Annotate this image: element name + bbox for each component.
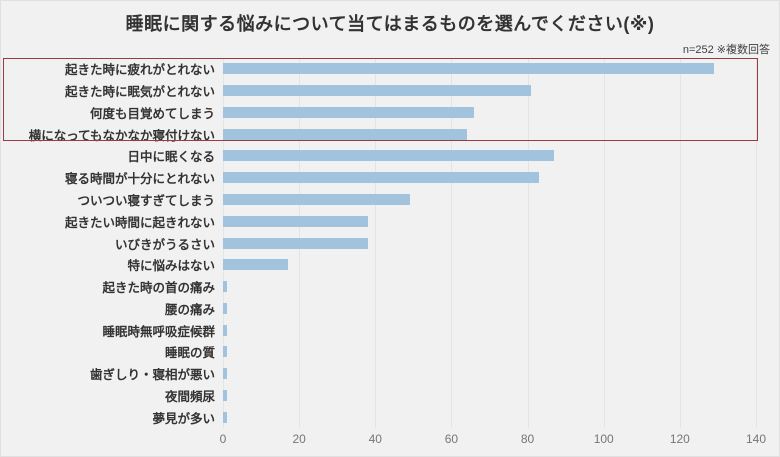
bar-row: 何度も目覚めてしまう (1, 102, 756, 124)
category-label: 夢見が多い (152, 411, 215, 426)
bar (223, 324, 227, 336)
gridline (451, 58, 453, 428)
bar-track (223, 63, 756, 75)
bar-row: ついつい寝すぎてしまう (1, 189, 756, 211)
chart-title: 睡眠に関する悩みについて当てはまるものを選んでください(※) (125, 14, 655, 34)
bar (223, 63, 715, 75)
category-label: 睡眠時無呼吸症候群 (102, 324, 215, 339)
category-label: いびきがうるさい (114, 237, 215, 252)
bar-track (223, 281, 756, 293)
bar (223, 85, 532, 97)
category-label: 起きた時の首の痛み (102, 281, 215, 296)
bar (223, 281, 227, 293)
bar (223, 389, 227, 401)
bar (223, 128, 467, 140)
category-label: ついつい寝すぎてしまう (77, 193, 215, 208)
bar-row: 起きた時の首の痛み (1, 276, 756, 298)
x-tick-label: 20 (292, 432, 306, 446)
bar-row: 起きた時に疲れがとれない (1, 58, 756, 80)
plot-area: 起きた時に疲れがとれない 起きた時に眠気がとれない何度も目覚めてしまう横になっても… (1, 58, 757, 428)
bar-row: 睡眠時無呼吸症候群 (1, 319, 756, 341)
bar-track (223, 324, 756, 336)
bar-track (223, 193, 756, 205)
category-label: 睡眠の質 (164, 346, 215, 361)
bar (223, 237, 368, 249)
bar-row: 寝る時間が十分にとれない (1, 167, 756, 189)
bar (223, 411, 227, 423)
gridline (375, 58, 377, 428)
bar-row: 起きたい時間に起きれない (1, 210, 756, 232)
category-label: 起きたい時間に起きれない (64, 215, 215, 230)
x-tick-label: 60 (444, 432, 459, 446)
bar-row: 睡眠の質 (1, 341, 756, 363)
category-label: 寝る時間が十分にとれない (64, 172, 215, 187)
sample-size-note: n=252 ※複数回答 (682, 44, 770, 56)
x-tick-label: 100 (593, 432, 614, 446)
category-label: 腰の痛み (164, 302, 215, 317)
bar-track (223, 215, 756, 227)
category-label: 歯ぎしり・寝相が悪い (89, 368, 215, 383)
bar-track (223, 85, 756, 97)
bar (223, 368, 227, 380)
bar-track (223, 237, 756, 249)
gridline (679, 58, 681, 428)
bar-track (223, 128, 756, 140)
bar-row: 夢見が多い (1, 406, 756, 428)
gridline (603, 58, 605, 428)
gridline (756, 58, 757, 428)
category-label: 夜間頻尿 (164, 389, 215, 404)
bar-row: 日中に眠くなる (1, 145, 756, 167)
category-label: 横になってもなかなか寝付けない (28, 128, 215, 143)
bar-track (223, 106, 756, 118)
bar-row: いびきがうるさい (1, 232, 756, 254)
bar (223, 346, 227, 358)
x-axis: 0 20 40 60 80 100 120 140 (219, 432, 766, 448)
bar-row: 夜間頻尿 (1, 384, 756, 406)
gridline (527, 58, 529, 428)
bar (223, 106, 475, 118)
bar-track (223, 389, 756, 401)
bar (223, 193, 410, 205)
category-label: 特に悩みはない (127, 259, 215, 274)
bar (223, 215, 368, 227)
bar-rows: 起きた時に疲れがとれない 起きた時に眠気がとれない何度も目覚めてしまう横になっても… (1, 58, 756, 428)
bar-track (223, 302, 756, 314)
bar-row: 歯ぎしり・寝相が悪い (1, 363, 756, 385)
bar (223, 172, 539, 184)
bar-row: 起きた時に眠気がとれない (1, 80, 756, 102)
x-tick-label: 0 (219, 432, 227, 446)
bar-track (223, 411, 756, 423)
bar (223, 259, 288, 271)
bar-row: 特に悩みはない (1, 254, 756, 276)
bar-track (223, 346, 756, 358)
bar-row: 腰の痛み (1, 297, 756, 319)
x-tick-label: 120 (669, 432, 690, 446)
bar-track (223, 259, 756, 271)
bar-track (223, 368, 756, 380)
bar-track (223, 150, 756, 162)
bar-row: 横になってもなかなか寝付けない (1, 123, 756, 145)
bar-track (223, 172, 756, 184)
bar (223, 302, 227, 314)
x-tick-label: 80 (520, 432, 535, 446)
bar (223, 150, 555, 162)
x-tick-label: 140 (745, 432, 767, 446)
category-label: 起きた時に眠気がとれない (64, 85, 215, 100)
x-tick-label: 40 (368, 432, 382, 446)
category-label: 何度も目覚めてしまう (89, 106, 215, 121)
category-label: 起きた時に疲れがとれない (64, 63, 215, 78)
category-label: 日中に眠くなる (127, 150, 215, 165)
